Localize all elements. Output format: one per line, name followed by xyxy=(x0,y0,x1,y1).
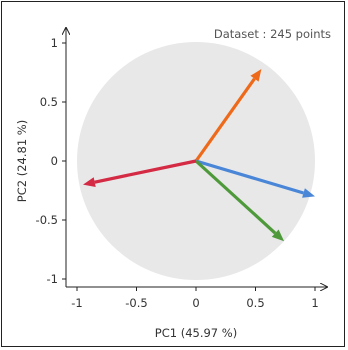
x-tick-label: 0 xyxy=(192,296,199,310)
loading-vector-arrowhead xyxy=(83,177,96,187)
x-tick-label: -0.5 xyxy=(125,296,147,310)
loading-vector-line xyxy=(94,159,197,184)
loading-vector-arrowhead xyxy=(250,69,262,82)
loading-vector-arrowhead xyxy=(271,229,285,242)
y-axis-label: PC2 (24.81 %) xyxy=(15,120,29,202)
x-axis-label: PC1 (45.97 %) xyxy=(155,326,237,340)
loading-vector-line xyxy=(194,159,277,235)
loading-vector-line xyxy=(195,159,304,195)
y-tick-label: -1 xyxy=(47,272,58,286)
x-tick-label: 1 xyxy=(311,296,318,310)
loading-vector-line xyxy=(194,77,256,162)
y-tick-label: 0.5 xyxy=(40,95,58,109)
x-tick-label: 0.5 xyxy=(246,296,264,310)
loading-vector-arrowhead xyxy=(302,188,315,198)
y-tick-label: -0.5 xyxy=(36,213,58,227)
x-tick-label: -1 xyxy=(71,296,82,310)
dataset-annotation: Dataset : 245 points xyxy=(214,27,331,41)
y-tick-label: 0 xyxy=(51,154,58,168)
y-tick-label: 1 xyxy=(51,36,58,50)
